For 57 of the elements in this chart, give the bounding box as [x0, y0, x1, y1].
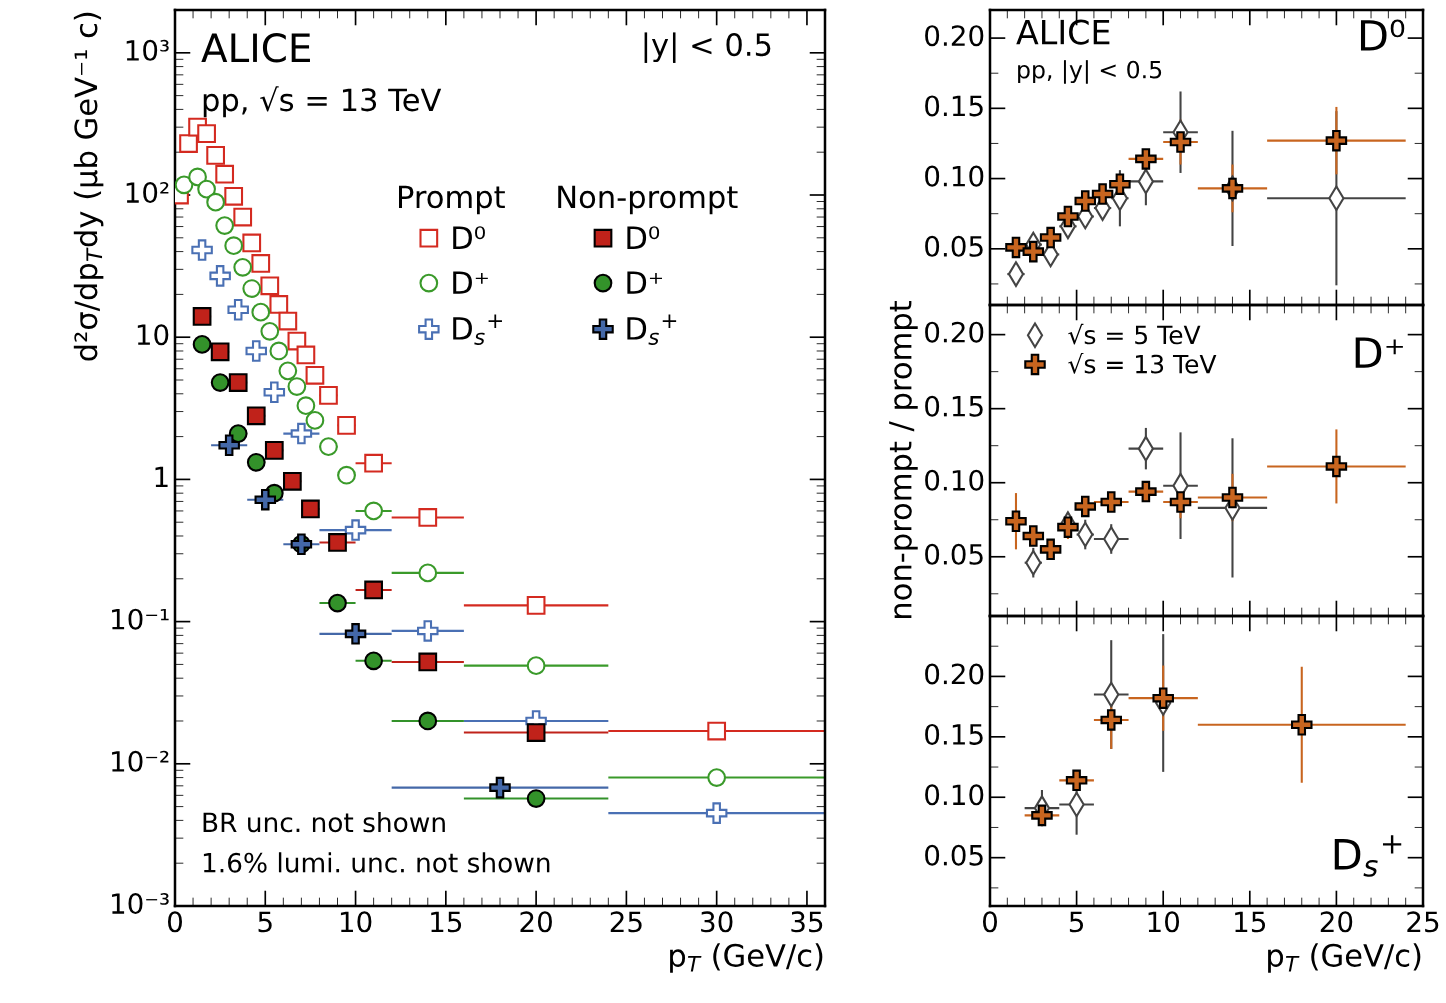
y-tick-label: 10⁻³: [112, 893, 169, 915]
annotation: Non-prompt: [558, 185, 738, 215]
y-tick-label: 0.15: [925, 395, 983, 417]
annotation: pp, √s = 13 TeV: [203, 86, 442, 118]
y-tick-label: 10: [137, 324, 169, 346]
y-tick-label: 0.15: [925, 95, 983, 117]
y-tick-label: 0.10: [925, 469, 984, 491]
legend-label: D⁰: [453, 226, 485, 249]
x-tick-label: 0: [982, 911, 997, 933]
annotation: D⁺: [1355, 337, 1403, 368]
x-axis-title: p$_{T}$ (GeV/c): [670, 943, 823, 973]
x-tick-label: 15: [1235, 911, 1266, 933]
y-axis-title: d²σ/dp$_{T}$dy (μb GeV⁻¹ c): [73, 12, 104, 361]
y-tick-label: 10⁻¹: [112, 608, 169, 630]
x-tick-label: 10: [340, 911, 372, 933]
y-tick-label: 0.20: [925, 321, 984, 343]
annotation: pp, |y| < 0.5: [1018, 60, 1162, 84]
annotation: BR unc. not shown: [203, 811, 445, 833]
legend-label: D⁺: [627, 271, 662, 294]
y-tick-label: 0.10: [925, 165, 984, 187]
annotation: D⁰: [1360, 19, 1405, 51]
x-tick-label: 25: [610, 911, 642, 933]
y-tick-label: 0.05: [925, 235, 983, 257]
y-tick-label: 10³: [126, 39, 169, 61]
legend-label: D⁺: [453, 271, 488, 294]
legend-label: √s = 13 TeV: [1068, 352, 1217, 374]
y-tick-label: 0.10: [925, 784, 984, 806]
y-tick-label: 0.20: [925, 25, 984, 47]
legend-label: D$_{s}$$^{+}$: [453, 314, 502, 345]
x-axis-title: p$_{T}$ (GeV/c): [1268, 943, 1421, 973]
x-tick-label: 25: [1407, 911, 1439, 933]
legend-label: √s = 5 TeV: [1068, 323, 1201, 345]
annotation: ALICE: [201, 33, 310, 63]
y-tick-label: 10²: [126, 182, 169, 204]
y-tick-label: 0.15: [925, 723, 983, 745]
x-tick-label: 35: [791, 911, 823, 933]
y-tick-label: 0.05: [925, 844, 983, 866]
annotation: ALICE: [1016, 19, 1110, 45]
annotation: Prompt: [399, 185, 505, 215]
annotation: D$_{s}$$^{+}$: [1334, 835, 1402, 877]
y-tick-label: 10⁻²: [112, 750, 169, 772]
y-tick-label: 0.05: [925, 543, 983, 565]
x-tick-label: 0: [167, 911, 182, 933]
annotation: 1.6% lumi. unc. not shown: [203, 852, 550, 873]
x-tick-label: 20: [1320, 911, 1353, 933]
x-tick-label: 5: [258, 911, 272, 933]
annotation: |y| < 0.5: [644, 32, 771, 63]
y-tick-label: 1: [155, 466, 168, 488]
x-tick-label: 5: [1069, 911, 1084, 933]
y-tick-label: 0.20: [925, 663, 984, 685]
x-tick-label: 15: [431, 911, 462, 933]
legend-label: D⁰: [627, 226, 660, 249]
x-tick-label: 10: [1148, 911, 1180, 933]
y-axis-title: non-prompt / prompt: [889, 301, 918, 618]
legend-label: D$_{s}$$^{+}$: [627, 314, 677, 345]
x-tick-label: 30: [701, 911, 733, 933]
x-tick-label: 20: [520, 911, 552, 933]
